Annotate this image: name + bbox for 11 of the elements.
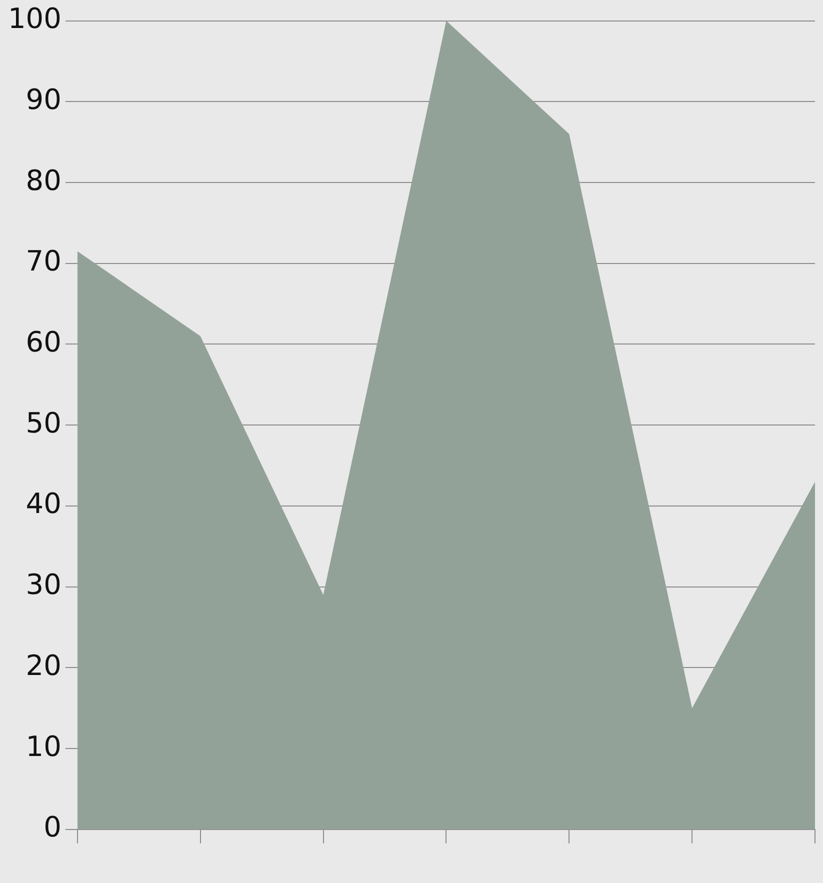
y-tick-label: 30 xyxy=(26,568,62,602)
y-tick-label: 0 xyxy=(44,810,62,844)
y-tick-label: 10 xyxy=(26,730,62,763)
y-tick-label: 80 xyxy=(26,164,62,197)
y-tick-label: 60 xyxy=(26,326,62,359)
y-tick-label: 70 xyxy=(26,244,62,278)
y-tick-label: 50 xyxy=(26,406,62,440)
y-tick-label: 90 xyxy=(26,82,62,116)
y-tick-label: 100 xyxy=(8,2,62,36)
y-tick-label: 40 xyxy=(26,487,62,520)
y-tick-label: 20 xyxy=(26,648,62,682)
